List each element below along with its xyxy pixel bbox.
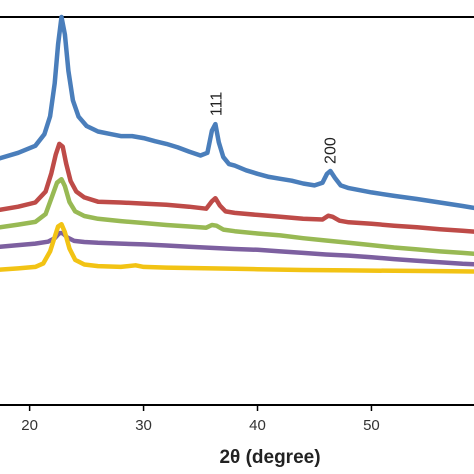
- x-tick-label-20: 20: [21, 417, 38, 434]
- peak-annotation-layer: 111 200: [208, 92, 339, 164]
- x-tick-label-30: 30: [135, 417, 152, 434]
- series-line-5: [0, 221, 474, 274]
- series-line-2: [0, 141, 474, 234]
- series-line-3: [0, 176, 474, 256]
- x-axis-title: 2θ (degree): [219, 447, 320, 468]
- x-tick-label-50: 50: [363, 417, 380, 434]
- peak-label-200: 200: [322, 137, 339, 164]
- series-line-1: [0, 14, 474, 211]
- x-tick-layer: 20 30 40 50: [21, 405, 380, 434]
- peak-label-111: 111: [208, 92, 225, 116]
- series-layer: [0, 14, 474, 274]
- x-tick-label-40: 40: [249, 417, 266, 434]
